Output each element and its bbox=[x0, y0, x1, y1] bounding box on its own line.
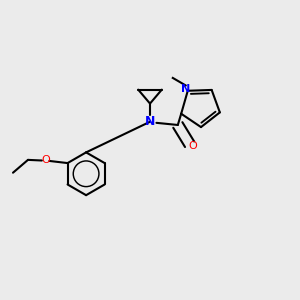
Text: N: N bbox=[181, 84, 190, 94]
Text: N: N bbox=[145, 115, 155, 128]
Text: O: O bbox=[188, 141, 197, 152]
Text: O: O bbox=[42, 155, 50, 165]
